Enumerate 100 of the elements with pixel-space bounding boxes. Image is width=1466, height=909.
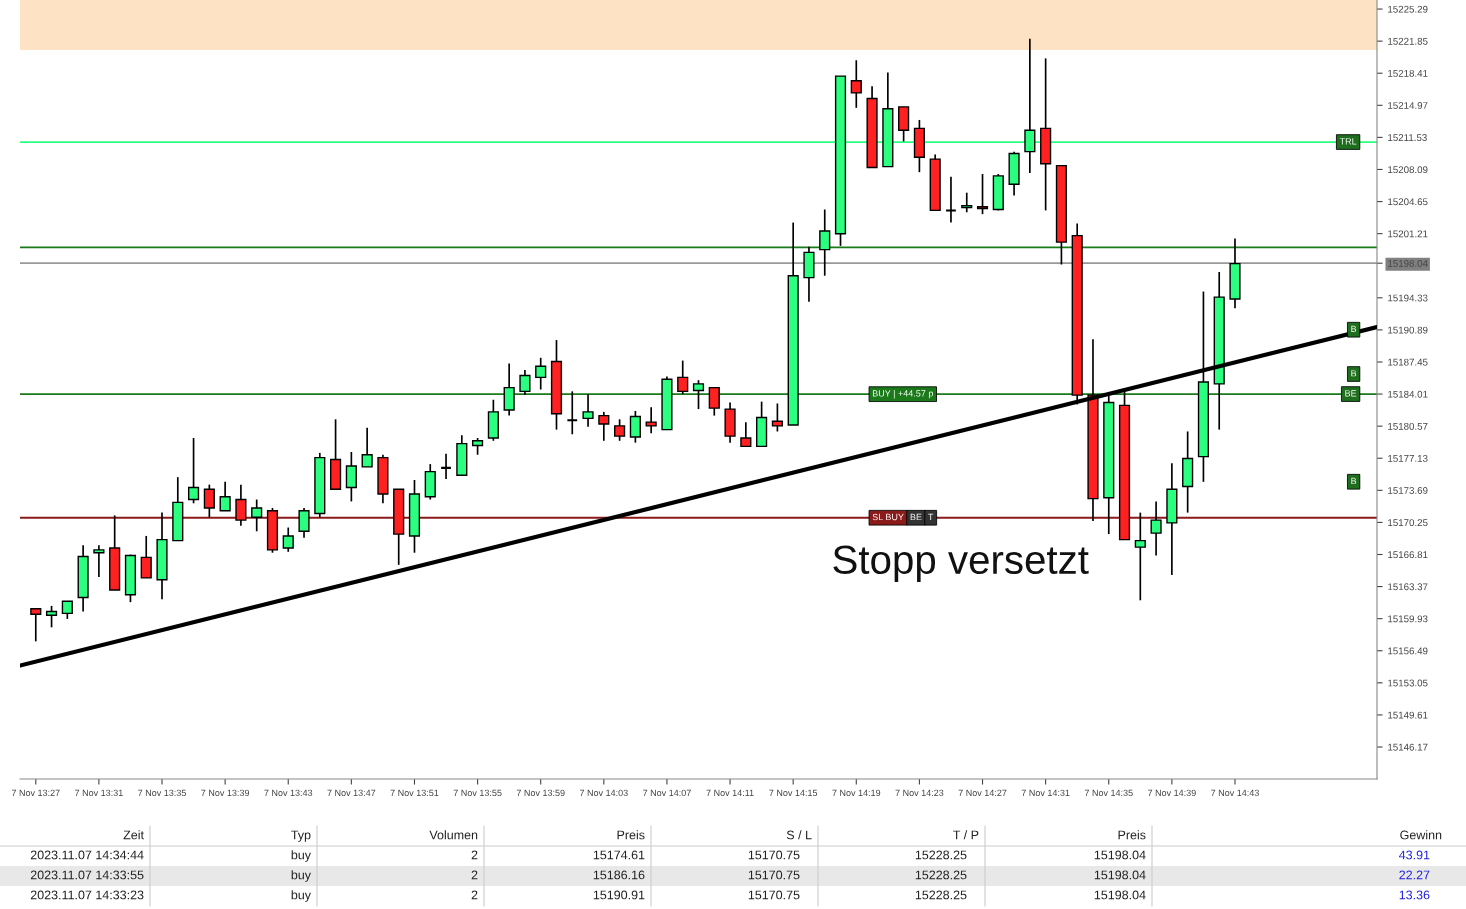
x-tick-label: 7 Nov 13:47 xyxy=(327,789,376,797)
annotation: B xyxy=(1351,325,1357,333)
y-tick-label: 15163.37 xyxy=(1388,583,1428,591)
y-tick-label: 15173.69 xyxy=(1388,487,1428,494)
text: 2 xyxy=(471,870,478,880)
y-tick-label: 15190.89 xyxy=(1388,326,1428,334)
y-tick-label: 15156.49 xyxy=(1388,647,1428,655)
text: 15228.25 xyxy=(915,870,967,880)
x-tick-label: 7 Nov 14:35 xyxy=(1084,789,1133,797)
candlestick xyxy=(771,402,783,433)
text: Volumen xyxy=(429,830,478,840)
text: S / L xyxy=(786,830,812,840)
y-tick-label: 15218.41 xyxy=(1388,69,1428,77)
text: 15170.75 xyxy=(748,890,800,900)
candlestick xyxy=(45,605,58,629)
text: 2023.11.07 14:33:55 xyxy=(30,870,144,880)
text: buy xyxy=(291,850,311,862)
text: 15170.75 xyxy=(748,850,800,860)
x-tick-label: 7 Nov 14:27 xyxy=(958,789,1007,797)
x-tick-label: 7 Nov 13:39 xyxy=(201,789,250,797)
candlestick xyxy=(677,359,689,395)
candlestick xyxy=(708,386,720,417)
candlestick xyxy=(629,410,641,444)
y-tick-label: 15221.85 xyxy=(1388,37,1428,45)
candlestick xyxy=(1134,511,1146,602)
x-tick-label: 7 Nov 13:59 xyxy=(516,789,565,797)
y-tick-label: 15194.33 xyxy=(1388,294,1428,302)
y-tick-label: 15184.01 xyxy=(1388,390,1428,398)
x-tick-label: 7 Nov 13:27 xyxy=(11,789,60,797)
text: 2 xyxy=(471,850,478,860)
text: 15198.04 xyxy=(1094,850,1146,860)
ref-line-label: BUY | +44.57 p xyxy=(872,389,933,399)
text: 2023.11.07 14:34:44 xyxy=(30,850,144,860)
y-tick-label: 15146.17 xyxy=(1388,743,1428,751)
candlestick xyxy=(566,390,579,436)
candlestick xyxy=(961,191,973,214)
text: Typ xyxy=(291,830,311,842)
x-tick-label: 7 Nov 14:19 xyxy=(832,789,881,797)
candlestick xyxy=(345,451,357,503)
x-tick-label: 7 Nov 13:31 xyxy=(75,789,123,797)
x-tick-label: 7 Nov 14:23 xyxy=(895,789,944,797)
candlestick xyxy=(440,453,452,480)
x-tick-label: 7 Nov 13:51 xyxy=(390,789,439,797)
y-tick-label: 15201.21 xyxy=(1388,230,1428,238)
y-tick-label: 15211.53 xyxy=(1388,134,1427,142)
candlestick xyxy=(282,526,294,553)
candlestick xyxy=(614,418,626,442)
text: 22.27 xyxy=(1399,870,1430,880)
x-tick-label: 7 Nov 14:11 xyxy=(706,789,754,797)
ref-line-label: SL BUY xyxy=(872,513,904,521)
y-tick-label: 15177.13 xyxy=(1388,454,1428,462)
candlestick xyxy=(1150,500,1162,557)
candlestick xyxy=(503,362,515,417)
x-tick-label: 7 Nov 13:35 xyxy=(138,789,186,797)
text: 15190.91 xyxy=(593,890,645,900)
text: 15228.25 xyxy=(915,890,967,900)
annotation: Stopp versetzt xyxy=(833,545,1089,582)
text: 2023.11.07 14:33:23 xyxy=(30,890,144,900)
x-tick-label: 7 Nov 13:55 xyxy=(453,789,502,797)
candlestick xyxy=(298,507,310,539)
annotation: BE xyxy=(1345,390,1357,397)
annotation: T xyxy=(928,513,934,521)
x-tick-label: 7 Nov 14:39 xyxy=(1148,789,1196,797)
candlestick xyxy=(251,498,263,533)
y-tick-label: 15208.09 xyxy=(1388,166,1428,174)
annotation: B xyxy=(1351,370,1357,377)
candlestick xyxy=(740,421,752,448)
candlestick xyxy=(187,437,200,505)
text: 2 xyxy=(471,890,478,900)
y-tick-label: 15187.45 xyxy=(1388,358,1428,366)
candlestick xyxy=(535,356,547,391)
candlestick xyxy=(361,426,373,468)
annotation: TRL xyxy=(1339,138,1357,145)
text: 43.91 xyxy=(1399,850,1430,860)
x-tick-label: 7 Nov 14:03 xyxy=(579,789,628,797)
candlestick xyxy=(850,59,862,109)
candlestick xyxy=(93,544,105,578)
candlestick xyxy=(140,535,152,579)
candlestick xyxy=(645,406,657,435)
text: Gewinn xyxy=(1400,830,1442,840)
candlestick xyxy=(30,607,42,643)
text: 15174.61 xyxy=(593,850,645,860)
text: Zeit xyxy=(123,830,144,840)
text: 15228.25 xyxy=(915,850,967,860)
text: buy xyxy=(291,870,311,882)
text: Preis xyxy=(1118,830,1146,840)
text: 15170.75 xyxy=(748,870,800,880)
text: 15186.16 xyxy=(593,870,645,880)
text: 15198.04 xyxy=(1094,890,1146,900)
candlestick xyxy=(692,379,705,410)
x-tick-label: 7 Nov 14:31 xyxy=(1021,789,1070,797)
candlestick xyxy=(819,208,831,277)
y-tick-label: 15180.57 xyxy=(1388,422,1428,430)
candlestick xyxy=(203,483,215,519)
annotation: BE xyxy=(910,513,922,521)
text: Preis xyxy=(617,830,645,840)
y-tick-label: 15159.93 xyxy=(1388,615,1428,623)
candlestick xyxy=(898,106,910,143)
candlestick xyxy=(945,176,957,224)
candlestick xyxy=(235,483,247,527)
